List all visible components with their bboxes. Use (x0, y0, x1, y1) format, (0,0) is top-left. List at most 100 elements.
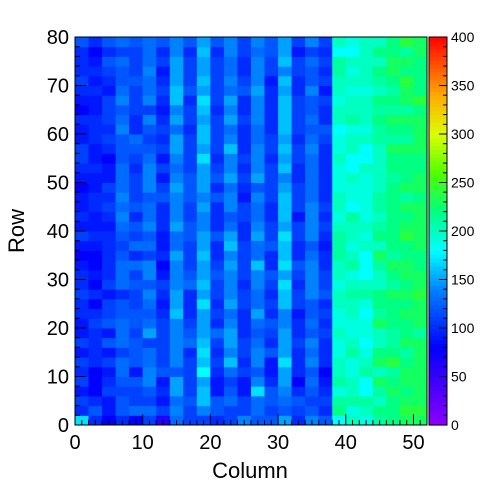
heatmap-cell (264, 337, 279, 348)
heatmap-cell (251, 201, 266, 213)
heatmap-cell (115, 347, 130, 358)
colorbar-swatch (429, 165, 447, 170)
heatmap-cell (305, 386, 320, 397)
heatmap-cell (237, 211, 252, 222)
heatmap-cell (102, 153, 117, 164)
heatmap-cell (115, 46, 130, 57)
heatmap-cell (332, 134, 347, 145)
heatmap-cell (196, 337, 211, 348)
heatmap-cell (156, 211, 171, 222)
heatmap-cell (102, 318, 117, 329)
heatmap-cell (345, 337, 360, 348)
heatmap-cell (264, 240, 279, 251)
heatmap-cell (251, 153, 266, 164)
heatmap-cell (169, 279, 184, 290)
heatmap-cell (372, 143, 387, 154)
heatmap-cell (88, 405, 103, 416)
heatmap-cell (305, 172, 320, 183)
heatmap-cell (156, 318, 171, 329)
x-tick-label: 30 (267, 432, 289, 454)
heatmap-cell (169, 386, 184, 397)
heatmap-cell (115, 357, 130, 368)
heatmap-cell (278, 85, 293, 96)
colorbar-swatch (429, 168, 447, 174)
heatmap-cell (156, 366, 171, 377)
heatmap-cell (305, 95, 320, 106)
heatmap-cell (156, 124, 171, 135)
colorbar-tick-label: 100 (451, 320, 475, 336)
colorbar-swatch (429, 79, 447, 85)
heatmap-cell (88, 240, 103, 251)
heatmap-cell (115, 75, 130, 86)
colorbar-tick-label: 150 (451, 272, 475, 288)
heatmap-cell (237, 46, 252, 57)
heatmap-cell (75, 395, 90, 407)
heatmap-cell (88, 143, 103, 154)
heatmap-cell (210, 386, 225, 397)
heatmap-cell (169, 347, 184, 358)
heatmap-cell (142, 95, 157, 106)
heatmap-cell (129, 386, 144, 397)
heatmap-cell (88, 347, 103, 358)
heatmap-cell (278, 211, 293, 222)
heatmap-cell (196, 366, 211, 377)
heatmap-cell (237, 172, 252, 183)
heatmap-cell (359, 104, 374, 116)
heatmap-cell (413, 395, 428, 407)
heatmap-cell (88, 182, 103, 193)
heatmap-cell (251, 376, 266, 387)
heatmap-cell (359, 328, 374, 339)
color-scale: 0 50 100 150 200 250 300 350 400 (428, 29, 475, 433)
heatmap-cell (183, 182, 198, 193)
heatmap-cell (386, 347, 401, 358)
heatmap-cell (291, 308, 306, 319)
heatmap-cell (75, 405, 90, 416)
colorbar-swatch (429, 99, 447, 104)
heatmap-cell (264, 289, 279, 300)
heatmap-cell (169, 104, 184, 116)
heatmap-cell (102, 308, 117, 319)
heatmap-cell (102, 85, 117, 96)
heatmap-cell (142, 211, 157, 222)
heatmap-cell (278, 182, 293, 193)
heatmap-cell (88, 56, 103, 67)
heatmap-cell (88, 250, 103, 261)
heatmap-cell (75, 240, 90, 251)
colorbar-swatch (429, 409, 447, 414)
heatmap-cell (372, 104, 387, 116)
heatmap-cell (345, 357, 360, 368)
heatmap-cell (332, 231, 347, 242)
heatmap-cell (345, 240, 360, 251)
heatmap-cell (345, 328, 360, 339)
colorbar-swatch (429, 304, 447, 310)
heatmap-cell (359, 192, 374, 203)
heatmap-cell (372, 75, 387, 86)
heatmap-cell (399, 56, 414, 67)
heatmap-cell (278, 124, 293, 135)
colorbar-swatch (429, 211, 447, 217)
heatmap-cell (102, 366, 117, 377)
heatmap-cell (102, 357, 117, 368)
heatmap-cell (318, 260, 333, 271)
heatmap-cell (318, 376, 333, 387)
heatmap-cell (142, 347, 157, 358)
heatmap-cell (291, 211, 306, 222)
heatmap-cell (156, 182, 171, 193)
colorbar-swatch (429, 180, 447, 186)
heatmap-cell (399, 395, 414, 407)
heatmap-cell (359, 124, 374, 135)
colorbar-swatch (429, 242, 447, 248)
heatmap-cell (196, 269, 211, 280)
heatmap-cell (345, 395, 360, 407)
heatmap-cell (88, 279, 103, 290)
heatmap-cell (278, 318, 293, 329)
heatmap-cell (183, 357, 198, 368)
colorbar-swatch (429, 199, 447, 205)
heatmap-cell (129, 37, 144, 48)
heatmap-cell (223, 85, 238, 96)
colorbar-swatch (429, 265, 447, 271)
heatmap-cell (75, 66, 90, 77)
heatmap-cell (115, 337, 130, 348)
heatmap-cell (332, 405, 347, 416)
heatmap-cell (291, 172, 306, 183)
